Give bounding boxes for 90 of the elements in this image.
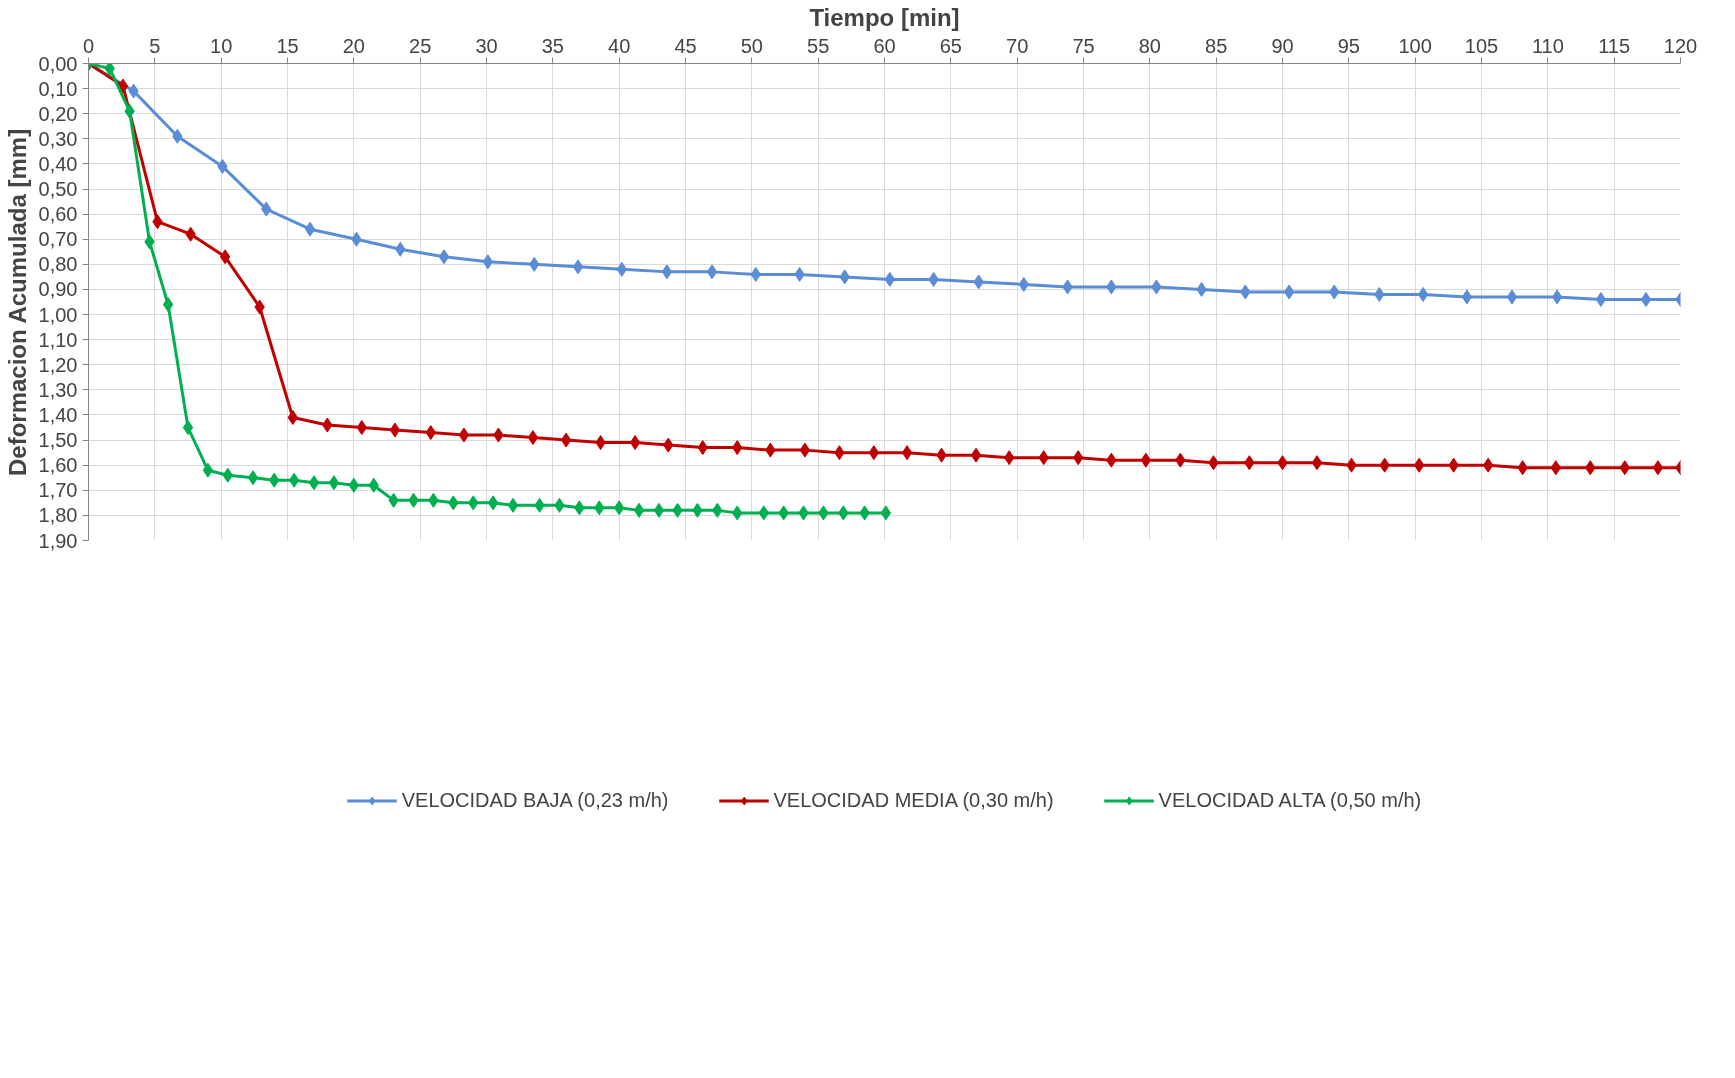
point [1506,289,1518,305]
point [182,420,194,436]
y-tick-label: 1,80 [38,504,78,527]
point [104,63,115,77]
point [1482,457,1494,473]
y-tick-label: 1,10 [38,328,78,351]
point [1140,452,1152,468]
y-tick-label: 0,80 [38,253,78,276]
y-tick-label: 0,00 [38,52,78,75]
y-tick-label: 0,30 [38,127,78,150]
point [1417,286,1429,302]
point [487,495,499,511]
x-tick-label: 105 [1464,34,1499,57]
y-tick-label: 0,90 [38,278,78,301]
x-tick-label: 20 [342,34,365,57]
point [527,430,539,446]
point [288,472,300,488]
y-tick-label: 0,70 [38,228,78,251]
point [629,435,641,451]
point [389,422,401,438]
x-tick-label: 15 [276,34,299,57]
point [507,497,519,513]
x-tick-label: 0 [82,34,95,57]
point [117,78,129,94]
point [706,264,718,280]
point [438,249,450,265]
legend-label: VELOCIDAD MEDIA (0,30 m/h) [773,788,1054,812]
y-tick-label: 1,90 [38,529,78,552]
x-tick-label: 90 [1271,34,1294,57]
point [653,502,665,518]
point [1311,455,1323,471]
y-tick-label: 1,70 [38,479,78,502]
x-tick-label: 30 [475,34,498,57]
y-tick-label: 0,60 [38,203,78,226]
point [868,445,880,461]
y-tick-label: 1,20 [38,353,78,376]
x-tick-label: 50 [740,34,763,57]
point [1461,289,1473,305]
point [1640,291,1652,307]
point [247,470,259,486]
x-tick-label: 45 [674,34,697,57]
y-tick-label: 1,50 [38,429,78,452]
point [458,427,470,443]
point [633,502,645,518]
point [661,264,673,280]
point [560,432,572,448]
x-tick-label: 70 [1006,34,1029,57]
point [901,445,913,461]
x-tick-label: 85 [1205,34,1228,57]
x-tick-label: 120 [1663,34,1698,57]
y-tick-label: 1,30 [38,378,78,401]
y-axis-title: Deformacion Acumulada [mm] [3,128,31,477]
x-tick-label: 95 [1337,34,1360,57]
x-tick-label: 5 [149,34,161,57]
x-tick-label: 40 [608,34,631,57]
legend-label: VELOCIDAD BAJA (0,23 m/h) [401,788,669,812]
point [1551,289,1563,305]
x-tick-label: 100 [1398,34,1432,57]
x-tick-label: 35 [541,34,564,57]
x-tick-label: 110 [1531,34,1564,57]
point [1283,284,1295,300]
point [328,475,340,491]
x-tick-label: 75 [1072,34,1095,57]
point [572,259,584,275]
point [1595,291,1607,307]
point [202,462,214,478]
point [304,221,316,237]
y-tick-label: 0,50 [38,178,78,201]
y-tick-label: 1,00 [38,303,78,326]
x-tick-label: 115 [1598,34,1631,57]
x-tick-label: 25 [409,34,432,57]
x-tick-label: 55 [807,34,830,57]
point [970,447,982,463]
point [219,249,231,265]
y-tick-label: 1,40 [38,403,78,426]
point [308,475,320,491]
x-axis-title: Tiempo [min] [809,3,960,31]
y-tick-label: 0,40 [38,152,78,175]
y-tick-label: 1,60 [38,454,78,477]
point [1413,457,1425,473]
point [799,442,811,458]
point [162,297,174,313]
legend-label: VELOCIDAD ALTA (0,50 m/h) [1158,788,1422,812]
y-tick-label: 0,10 [38,77,78,100]
x-tick-label: 65 [939,34,962,57]
x-tick-label: 60 [873,34,896,57]
x-tick-label: 10 [210,34,233,57]
point [1652,460,1664,476]
x-tick-label: 80 [1138,34,1161,57]
y-tick-label: 0,20 [38,102,78,125]
